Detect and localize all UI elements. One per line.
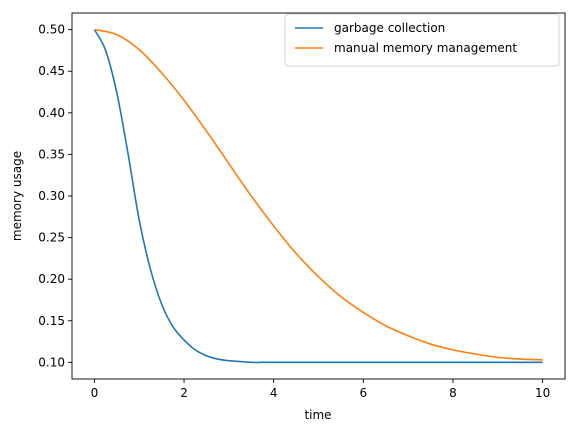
x-tick-label: 2 (180, 386, 188, 400)
x-tick-label: 4 (270, 386, 278, 400)
y-tick-label: 0.45 (38, 64, 65, 78)
y-tick-label: 0.40 (38, 106, 65, 120)
y-tick-label: 0.25 (38, 231, 65, 245)
series-layer (93, 28, 543, 364)
x-axis-label: time (304, 408, 331, 422)
y-tick-label: 0.20 (38, 272, 65, 286)
y-tick-label: 0.15 (38, 314, 65, 328)
x-tick-label: 0 (91, 386, 99, 400)
y-axis-ticks: 0.10 0.15 0.20 0.25 0.30 0.35 0.40 0.45 0.50 (38, 23, 72, 369)
x-tick-label: 10 (535, 386, 550, 400)
series-line-1 (94, 28, 543, 361)
legend-label-1: manual memory management (334, 41, 517, 55)
x-tick-label: 6 (359, 386, 367, 400)
y-tick-label: 0.50 (38, 23, 65, 37)
legend: garbage collection manual memory manageme… (284, 13, 560, 67)
y-axis-label: memory usage (10, 151, 24, 241)
legend-label-0: garbage collection (334, 21, 445, 35)
y-tick-label: 0.35 (38, 147, 65, 161)
x-axis-ticks: 0 2 4 6 8 10 (91, 379, 550, 400)
series-line-0 (93, 29, 543, 364)
y-tick-label: 0.10 (38, 355, 65, 369)
y-tick-label: 0.30 (38, 189, 65, 203)
legend-box (284, 13, 560, 67)
x-tick-label: 8 (449, 386, 457, 400)
